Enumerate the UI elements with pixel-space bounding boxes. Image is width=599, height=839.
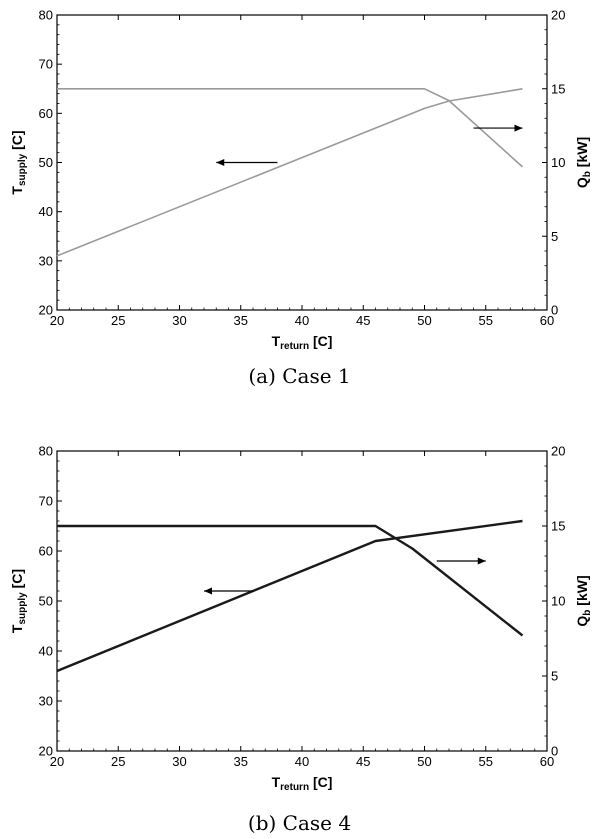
chart-case-1: 20 25 30 35 40 45 50 55 60 20 30 40 50 60 70 80 0 5 10 15 20…: [9, 8, 593, 389]
chart-b-y-left-axis-label-main: T: [9, 624, 25, 633]
chart-b-x-tick-label: 60: [540, 754, 554, 769]
chart-a-y-right-tick-label: 20: [551, 8, 565, 23]
chart-a-y-left-axis-label-sub: supply: [17, 153, 28, 186]
chart-a-x-tick-label: 45: [356, 313, 370, 328]
chart-b-svg: 20 25 30 35 40 45 50 55 60 20 30 40 50 60 70 80 0 5 10 15 20…: [9, 444, 593, 794]
chart-b-x-tick-label: 20: [50, 754, 64, 769]
chart-a-y-left-tick-label: 20: [39, 303, 53, 318]
chart-a-y-left-axis-label-unit: [C]: [9, 130, 25, 153]
chart-a-y-right-tick-label: 15: [551, 81, 565, 96]
chart-b-x-axis-label: Treturn [C]: [272, 774, 333, 793]
chart-b-series-line-q-b: [57, 524, 524, 637]
chart-a-caption: (a) Case 1: [248, 364, 351, 388]
chart-a-x-tick-label: 50: [417, 313, 431, 328]
chart-b-x-tick-label: 25: [111, 754, 125, 769]
chart-b-y-left-tick-label: 60: [39, 544, 53, 559]
chart-a-x-tick-label: 55: [479, 313, 493, 328]
chart-a-y-right-tick-label: 5: [551, 229, 558, 244]
chart-a-series-line-t-supply: [56, 88, 523, 257]
chart-b-y-right-tick-label: 0: [551, 744, 558, 759]
chart-b-x-axis-label-main: T: [272, 774, 281, 790]
chart-b-arrow-right-head: [477, 557, 486, 565]
chart-b-y-left-axis-label-unit: [C]: [9, 569, 25, 592]
chart-a-plot-frame: [56, 14, 548, 311]
chart-b-caption: (b) Case 4: [247, 811, 352, 835]
chart-b-y-left-tick-label: 40: [39, 644, 53, 659]
chart-a-x-tick-label: 60: [540, 313, 554, 328]
chart-b-series-line-t-supply: [56, 519, 523, 673]
chart-b-y-left-tick-label: 70: [39, 494, 53, 509]
chart-b-y-left-tick-label: 30: [39, 694, 53, 709]
chart-a-series-line-q-b: [57, 88, 524, 168]
chart-b-x-axis-label-sub: return: [280, 782, 309, 793]
chart-a-x-tick-label: 20: [50, 313, 64, 328]
chart-a-svg: 20 25 30 35 40 45 50 55 60 20 30 40 50 60 70 80 0 5 10 15 20…: [9, 8, 593, 353]
chart-a-x-axis-label-sub: return: [280, 341, 309, 352]
chart-a-x-axis-label-main: T: [272, 333, 281, 349]
chart-b-y-right-tick-label: 15: [551, 519, 565, 534]
chart-b-x-tick-label: 50: [417, 754, 431, 769]
chart-b-plot-frame: [56, 450, 548, 752]
chart-a-y-left-tick-label: 40: [39, 204, 53, 219]
chart-b-x-tick-label: 35: [234, 754, 248, 769]
chart-b-x-tick-label: 30: [172, 754, 186, 769]
chart-b-x-tick-label: 55: [479, 754, 493, 769]
chart-a-y-left-axis-label: Tsupply [C]: [9, 130, 28, 194]
chart-a-y-left-tick-label: 80: [39, 8, 53, 23]
chart-a-y-left-tick-label: 30: [39, 253, 53, 268]
chart-b-y-right-tick-label: 20: [551, 444, 565, 459]
chart-a-y-right-axis-label-unit: [kW]: [574, 137, 590, 171]
chart-a-y-left-tick-label: 70: [39, 57, 53, 72]
chart-b-y-right-tick-label: 5: [551, 669, 558, 684]
chart-b-x-tick-label: 45: [356, 754, 370, 769]
chart-a-y-right-tick-label: 0: [551, 303, 558, 318]
chart-b-y-right-tick-label: 10: [551, 594, 565, 609]
chart-b-y-left-tick-label: 80: [39, 444, 53, 459]
chart-a-x-axis-label-unit: [C]: [309, 333, 332, 349]
chart-a-arrow-right-head: [514, 124, 523, 132]
chart-a-x-tick-label: 40: [295, 313, 309, 328]
chart-a-y-left-axis-label-main: T: [9, 186, 25, 195]
chart-case-4: 20 25 30 35 40 45 50 55 60 20 30 40 50 60 70 80 0 5 10 15 20…: [0, 420, 599, 839]
chart-a-y-right-axis-label-main: Q: [574, 177, 590, 188]
chart-a-y-right-tick-label: 10: [551, 155, 565, 170]
chart-b-y-right-axis-label: Qb [kW]: [574, 575, 593, 626]
chart-b-y-left-axis-label: Tsupply [C]: [9, 569, 28, 633]
chart-a-y-left-tick-label: 60: [39, 106, 53, 121]
chart-b-x-tick-label: 40: [295, 754, 309, 769]
chart-b-arrow-left-head: [204, 587, 212, 595]
chart-b-y-right-axis-label-sub: b: [582, 610, 593, 616]
chart-b-x-axis-label-unit: [C]: [309, 774, 332, 790]
chart-b-y-left-tick-label: 20: [39, 744, 53, 759]
chart-a-y-right-axis-label: Qb [kW]: [574, 137, 593, 188]
chart-a-arrow-left-head: [216, 159, 225, 166]
chart-a-x-tick-label: 30: [172, 313, 186, 328]
chart-b-y-right-axis-label-main: Q: [574, 616, 590, 627]
chart-b-y-left-tick-label: 50: [39, 594, 53, 609]
chart-a-x-tick-label: 35: [234, 313, 248, 328]
chart-a-y-right-axis-label-sub: b: [582, 171, 593, 177]
chart-a-y-left-tick-label: 50: [39, 155, 53, 170]
chart-b-y-right-axis-label-unit: [kW]: [574, 575, 590, 609]
chart-a-x-tick-label: 25: [111, 313, 125, 328]
chart-b-y-left-axis-label-sub: supply: [17, 592, 28, 625]
chart-a-x-axis-label: Treturn [C]: [272, 333, 333, 352]
